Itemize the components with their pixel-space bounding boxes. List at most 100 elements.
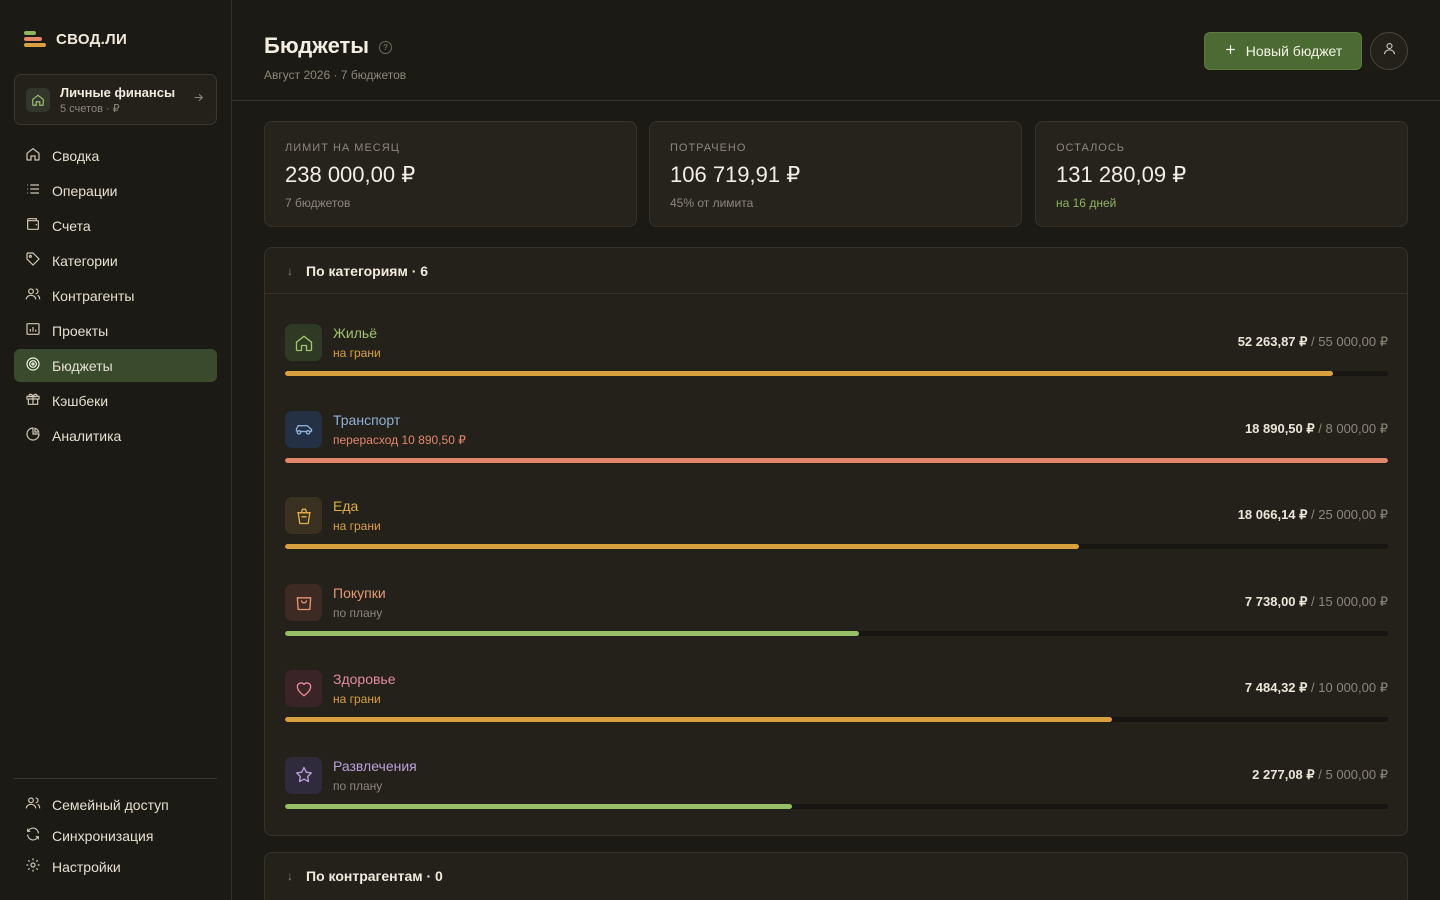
budget-row[interactable]: Покупки по плану 7 738,00 ₽ / 15 000,00 ₽ bbox=[285, 583, 1388, 654]
stat-note: 45% от лимита bbox=[670, 196, 754, 210]
category-name: Здоровье bbox=[333, 671, 396, 687]
category-amount: 7 738,00 ₽ / 15 000,00 ₽ bbox=[1245, 594, 1388, 610]
nav-label: Контрагенты bbox=[52, 287, 135, 304]
budget-progress-fill bbox=[285, 544, 1080, 549]
counterparties-panel-header[interactable]: ↓ По контрагентам · 0 bbox=[265, 853, 1407, 899]
nav-item-categories[interactable]: Категории bbox=[14, 244, 217, 277]
app-name: СВОД.ЛИ bbox=[56, 30, 128, 48]
budget-progress-bar bbox=[285, 457, 1388, 463]
category-amount: 2 277,08 ₽ / 5 000,00 ₽ bbox=[1252, 767, 1388, 783]
star-icon bbox=[285, 756, 322, 794]
budget-progress-fill bbox=[285, 630, 859, 636]
nav-item-projects[interactable]: Проекты bbox=[14, 314, 217, 347]
budget-row[interactable]: Жильё на грани 52 263,87 ₽ / 55 000,00 ₽ bbox=[285, 324, 1388, 394]
main-nav: Сводка Операции Счета Категории Контраге… bbox=[14, 139, 217, 454]
stat-note: на 16 дней bbox=[1056, 196, 1117, 210]
new-budget-button[interactable]: Новый бюджет bbox=[1204, 32, 1362, 70]
limit-amount: / 25 000,00 ₽ bbox=[1311, 507, 1388, 522]
counterparties-panel: ↓ По контрагентам · 0 bbox=[264, 852, 1408, 900]
limit-amount: / 10 000,00 ₽ bbox=[1311, 680, 1388, 695]
workspace-title: Личные финансы bbox=[60, 84, 176, 100]
stat-value: 131 280,09 ₽ bbox=[1056, 162, 1187, 187]
nav-item-family-access[interactable]: Семейный доступ bbox=[14, 790, 217, 819]
category-name: Транспорт bbox=[333, 411, 401, 428]
page-title-text: Бюджеты bbox=[264, 33, 370, 58]
nav-label: Проекты bbox=[52, 322, 109, 339]
plus-icon bbox=[1224, 43, 1237, 59]
stat-label: ОСТАЛОСЬ bbox=[1056, 142, 1126, 154]
category-amount: 7 484,32 ₽ / 10 000,00 ₽ bbox=[1245, 680, 1388, 696]
budget-progress-bar bbox=[285, 717, 1388, 722]
spent-amount: 18 066,14 ₽ bbox=[1237, 507, 1308, 522]
nav-item-summary[interactable]: Сводка bbox=[14, 139, 217, 172]
spent-amount: 2 277,08 ₽ bbox=[1252, 766, 1315, 782]
nav-label: Кэшбеки bbox=[52, 392, 109, 409]
secondary-nav: Семейный доступ Синхронизация Настройки bbox=[14, 790, 217, 883]
stat-value: 106 719,91 ₽ bbox=[670, 162, 801, 187]
workspace-switcher[interactable]: Личные финансы 5 счетов · ₽ bbox=[14, 74, 217, 125]
nav-item-accounts[interactable]: Счета bbox=[14, 209, 217, 242]
new-budget-label: Новый бюджет bbox=[1245, 43, 1343, 59]
category-status: по плану bbox=[333, 778, 383, 793]
stat-value: 238 000,00 ₽ bbox=[285, 162, 416, 187]
stat-card-limit: ЛИМИТ НА МЕСЯЦ 238 000,00 ₽ 7 бюджетов bbox=[264, 121, 637, 227]
stat-label: ЛИМИТ НА МЕСЯЦ bbox=[285, 142, 400, 154]
category-status: на грани bbox=[333, 346, 381, 360]
sidebar-divider bbox=[14, 778, 217, 779]
pie-chart-icon bbox=[25, 426, 41, 445]
users-icon bbox=[25, 286, 41, 305]
category-name: Развлечения bbox=[333, 757, 417, 774]
nav-item-sync[interactable]: Синхронизация bbox=[14, 821, 217, 850]
counterparties-panel-title: По контрагентам · 0 bbox=[306, 868, 443, 884]
nav-item-counterparties[interactable]: Контрагенты bbox=[14, 279, 217, 312]
nav-item-analytics[interactable]: Аналитика bbox=[14, 419, 217, 452]
spent-amount: 7 738,00 ₽ bbox=[1244, 593, 1308, 609]
category-status: на грани bbox=[333, 519, 381, 533]
nav-label: Категории bbox=[52, 252, 118, 269]
nav-label: Бюджеты bbox=[52, 357, 113, 374]
budget-row[interactable]: Транспорт перерасход 10 890,50 ₽ 18 890,50… bbox=[285, 410, 1388, 481]
users-icon bbox=[25, 795, 41, 814]
spent-amount: 7 484,32 ₽ bbox=[1244, 680, 1308, 695]
nav-label: Сводка bbox=[52, 147, 100, 164]
budget-progress-bar bbox=[285, 371, 1388, 376]
arrow-right-icon bbox=[192, 91, 205, 109]
category-name: Жильё bbox=[333, 325, 377, 341]
target-icon bbox=[25, 356, 41, 375]
budget-progress-fill bbox=[285, 803, 793, 809]
budget-progress-fill bbox=[285, 371, 1333, 376]
category-amount: 52 263,87 ₽ / 55 000,00 ₽ bbox=[1238, 334, 1388, 350]
sidebar: СВОД.ЛИ Личные финансы 5 счетов · ₽ Свод… bbox=[0, 0, 232, 900]
car-icon bbox=[285, 410, 322, 448]
wallet-icon bbox=[25, 216, 41, 235]
categories-panel-title: По категориям · 6 bbox=[306, 262, 429, 279]
limit-amount: / 5 000,00 ₽ bbox=[1318, 766, 1388, 782]
workspace-subtitle: 5 счетов · ₽ bbox=[60, 102, 120, 115]
categories-panel-header[interactable]: ↓ По категориям · 6 bbox=[265, 248, 1407, 294]
list-icon bbox=[25, 181, 41, 200]
user-avatar[interactable] bbox=[1370, 32, 1408, 70]
categories-panel: ↓ По категориям · 6 Жильё на грани 52 263,… bbox=[264, 247, 1408, 836]
app-logo[interactable]: СВОД.ЛИ bbox=[24, 30, 127, 48]
nav-item-operations[interactable]: Операции bbox=[14, 174, 217, 207]
arrow-down-icon: ↓ bbox=[287, 263, 293, 278]
stat-label: ПОТРАЧЕНО bbox=[670, 142, 747, 154]
budget-progress-bar bbox=[285, 544, 1388, 549]
limit-amount: / 8 000,00 ₽ bbox=[1318, 420, 1388, 436]
shopping-bag-icon bbox=[285, 583, 322, 621]
nav-item-budgets[interactable]: Бюджеты bbox=[14, 349, 217, 382]
nav-item-settings[interactable]: Настройки bbox=[14, 852, 217, 881]
user-icon bbox=[1382, 41, 1397, 61]
budget-progress-fill bbox=[285, 457, 1388, 463]
limit-amount: / 55 000,00 ₽ bbox=[1311, 334, 1388, 349]
spent-amount: 52 263,87 ₽ bbox=[1237, 334, 1308, 349]
home-icon bbox=[285, 324, 322, 361]
help-icon[interactable]: ? bbox=[379, 40, 393, 54]
stat-card-remaining: ОСТАЛОСЬ 131 280,09 ₽ на 16 дней bbox=[1035, 121, 1408, 227]
budget-row[interactable]: Здоровье на грани 7 484,32 ₽ / 10 000,00 ₽ bbox=[285, 670, 1388, 740]
budget-row[interactable]: Развлечения по плану 2 277,08 ₽ / 5 000,00… bbox=[285, 756, 1388, 827]
category-amount: 18 890,50 ₽ / 8 000,00 ₽ bbox=[1245, 421, 1388, 437]
nav-item-cashback[interactable]: Кэшбеки bbox=[14, 384, 217, 417]
stat-card-spent: ПОТРАЧЕНО 106 719,91 ₽ 45% от лимита bbox=[649, 121, 1022, 227]
budget-row[interactable]: Еда на грани 18 066,14 ₽ / 25 000,00 ₽ bbox=[285, 497, 1388, 567]
